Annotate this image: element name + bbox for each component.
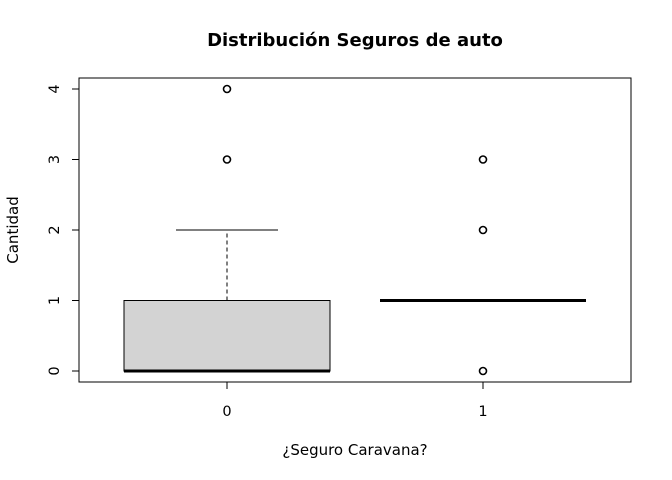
- chart-title: Distribución Seguros de auto: [207, 30, 503, 51]
- outlier-point: [478, 155, 488, 164]
- y-axis: 0 1 2 3 4: [47, 84, 80, 376]
- y-tick-label: 0: [47, 366, 63, 375]
- box-group-0: [123, 84, 331, 373]
- y-tick-label: 1: [47, 296, 63, 305]
- y-tick-label: 3: [47, 155, 63, 164]
- outlier-point: [222, 155, 232, 164]
- outlier-point: [478, 225, 488, 235]
- iqr-box: [123, 300, 331, 372]
- box-group-1: [380, 155, 586, 376]
- boxes-group: [123, 84, 586, 376]
- x-tick-label: 1: [478, 404, 487, 420]
- x-axis-label: ¿Seguro Caravana?: [282, 441, 427, 459]
- y-tick-label: 4: [47, 84, 63, 93]
- x-tick-label: 0: [222, 404, 231, 420]
- y-tick-label: 2: [47, 225, 63, 234]
- outlier-point: [222, 84, 232, 94]
- outlier-point: [478, 366, 488, 376]
- y-axis-label: Cantidad: [4, 196, 22, 263]
